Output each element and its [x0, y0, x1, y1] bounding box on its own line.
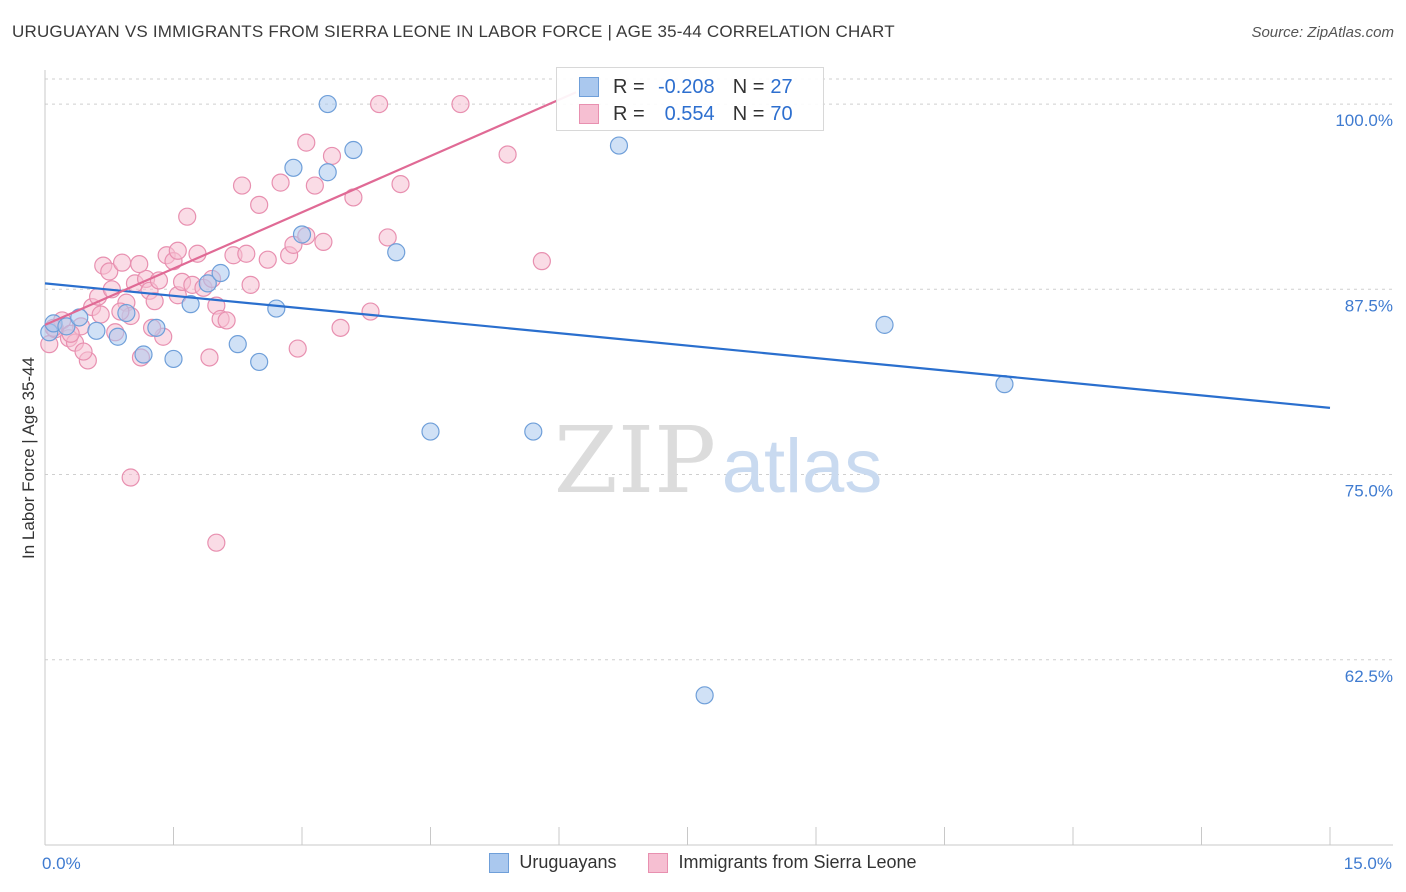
uruguayan-point [228, 335, 247, 354]
uruguayan-point [421, 422, 440, 441]
legend-r-label: R = [613, 75, 645, 98]
sierra-leone-point [370, 94, 389, 114]
legend-item-sierra-leone[interactable]: Immigrants from Sierra Leone [648, 852, 917, 873]
watermark-atlas: atlas [722, 424, 883, 509]
sierra-leone-point [361, 302, 380, 321]
uruguayan-point [147, 318, 166, 337]
legend-row-sierra-leone: R = 0.554 N = 70 [579, 101, 793, 127]
uruguayan-point [284, 158, 303, 177]
y-tick-label: 75.0% [1345, 482, 1393, 501]
chart-title: URUGUAYAN VS IMMIGRANTS FROM SIERRA LEON… [12, 22, 895, 41]
x-tick-label: 15.0% [1344, 854, 1392, 873]
series-legend: Uruguayans Immigrants from Sierra Leone [0, 852, 1406, 873]
legend-row-uruguayans: R = -0.208 N = 27 [579, 74, 793, 100]
sierra-leone-point [498, 145, 517, 164]
uruguayan-point [250, 352, 269, 372]
uruguayan-point [134, 345, 153, 364]
grid-lines [45, 78, 1393, 661]
uruguayan-point [181, 295, 200, 314]
source-label: Source: ZipAtlas.com [1251, 24, 1394, 41]
sierra-leone-point [314, 232, 333, 251]
y-tick-label: 100.0% [1335, 111, 1393, 130]
uruguayan-point [995, 375, 1014, 394]
sierra-leone-point [271, 173, 290, 192]
y-axis-label: In Labor Force | Age 35-44 [19, 357, 38, 559]
sierra-leone-point [532, 252, 551, 271]
sierra-leone-point [232, 176, 252, 195]
sierra-leone-point [100, 262, 119, 281]
legend-n-label: N = [732, 102, 765, 125]
sierra-leone-point [322, 146, 342, 166]
uruguayan-point [57, 317, 76, 336]
sierra-leone-point [200, 348, 219, 367]
uruguayan-point [292, 225, 312, 244]
x-tick-label: 0.0% [42, 854, 81, 873]
y-tick-label: 87.5% [1345, 296, 1393, 315]
sierra-leone-point [168, 241, 187, 260]
sierra-leone-point [145, 292, 164, 311]
uruguayan-point [609, 136, 629, 155]
sierra-leone-point [297, 133, 316, 152]
uruguayan-point [211, 263, 230, 283]
legend-swatch-blue [579, 77, 599, 97]
correlation-legend: R = -0.208 N = 27 R = 0.554 N = 70 [556, 67, 824, 131]
legend-n-value: 70 [770, 102, 793, 125]
uruguayan-point [117, 303, 136, 323]
uruguayan-point [318, 94, 337, 114]
sierra-leone-point [258, 250, 277, 269]
watermark-zip: ZIP [554, 407, 716, 514]
uruguayan-point [524, 422, 543, 441]
sierra-leone-point [121, 468, 140, 487]
legend-swatch-pink [648, 852, 669, 873]
uruguayan-point [387, 243, 406, 262]
legend-label-uruguayans: Uruguayans [519, 852, 617, 872]
uruguayan-trend-line [44, 282, 1331, 409]
sierra-leone-point [305, 176, 324, 195]
sierra-leone-point [217, 311, 236, 330]
sierra-leone-trend-line [44, 91, 577, 326]
y-tick-label: 62.5% [1345, 667, 1393, 686]
uruguayan-point [695, 686, 714, 705]
watermark: ZIP atlas [554, 407, 882, 514]
uruguayan-point [87, 321, 106, 340]
sierra-leone-point [378, 228, 397, 247]
sierra-leone-point [178, 207, 197, 226]
uruguayan-point [318, 163, 337, 182]
sierra-leone-point [237, 244, 256, 263]
uruguayan-point [344, 140, 363, 160]
axes [44, 70, 1393, 846]
data-points [40, 94, 1014, 705]
legend-swatch-pink [579, 104, 599, 124]
sierra-leone-point [331, 318, 350, 337]
sierra-leone-point [130, 255, 149, 274]
sierra-leone-point [288, 339, 307, 358]
sierra-leone-point [241, 275, 260, 294]
uruguayan-point [267, 299, 286, 318]
sierra-leone-point [91, 305, 110, 324]
legend-item-uruguayans[interactable]: Uruguayans [489, 852, 616, 873]
sierra-leone-point [112, 253, 132, 272]
sierra-leone-point [250, 195, 269, 214]
sierra-leone-point [74, 342, 93, 361]
legend-r-value: 0.554 [664, 102, 715, 125]
uruguayan-point [164, 349, 183, 369]
legend-n-value: 27 [770, 75, 793, 98]
sierra-leone-point [451, 94, 470, 114]
legend-swatch-blue [489, 852, 510, 873]
legend-r-value: -0.208 [657, 75, 715, 98]
sierra-leone-point [391, 175, 410, 194]
uruguayan-point [875, 315, 894, 334]
trend-lines [44, 91, 1331, 409]
legend-n-label: N = [732, 75, 765, 98]
legend-r-label: R = [613, 102, 645, 125]
legend-label-sierra-leone: Immigrants from Sierra Leone [678, 852, 917, 872]
tick-labels: 100.0% 87.5% 75.0% 62.5% 0.0% 15.0% [42, 111, 1393, 873]
uruguayan-point [198, 274, 217, 293]
uruguayan-point [108, 327, 127, 346]
sierra-leone-point [207, 533, 226, 552]
